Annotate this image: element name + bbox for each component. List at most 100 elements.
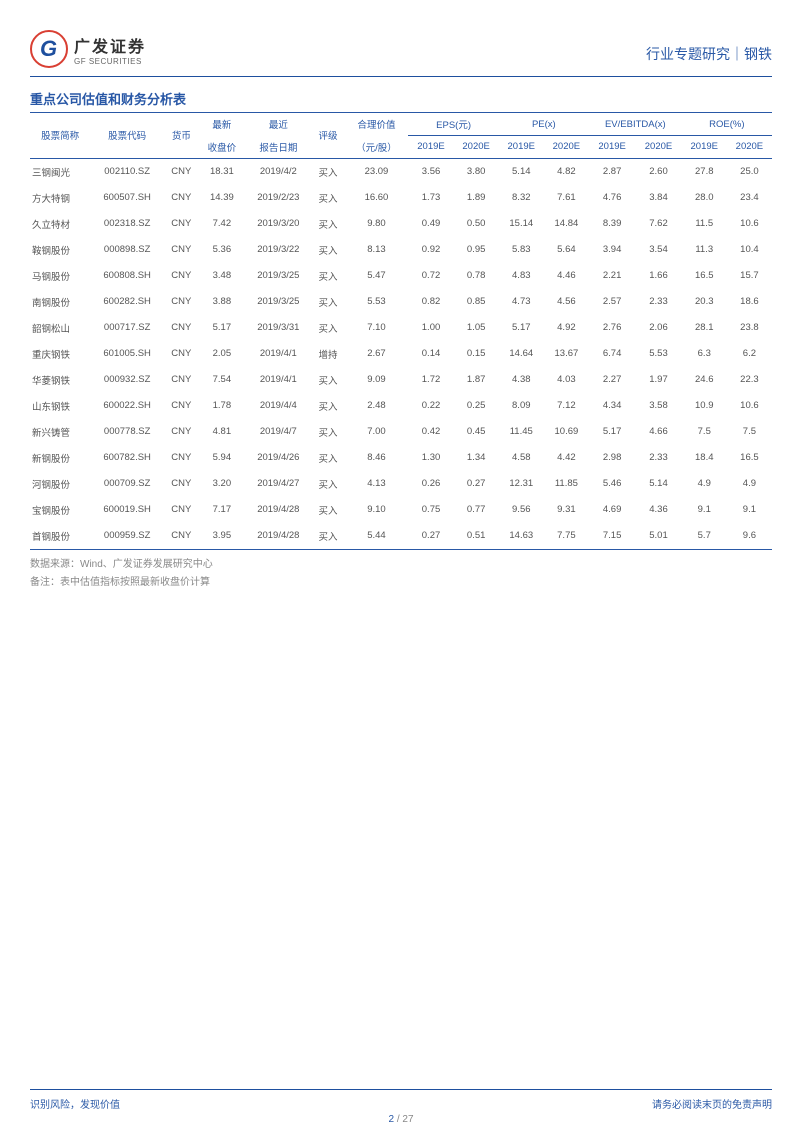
- cell-fair: 4.13: [344, 471, 408, 497]
- cell-ev1: 6.74: [589, 341, 635, 367]
- cell-fair: 7.00: [344, 419, 408, 445]
- cell-roe1: 11.3: [682, 237, 727, 263]
- cell-report: 2019/3/25: [245, 289, 311, 315]
- cell-ev1: 3.94: [589, 237, 635, 263]
- cell-name: 重庆钢铁: [30, 341, 90, 367]
- cell-roe1: 16.5: [682, 263, 727, 289]
- col-eps-y1: 2019E: [408, 136, 453, 159]
- cell-currency: CNY: [164, 367, 198, 393]
- cell-pe2: 4.56: [544, 289, 589, 315]
- cell-eps2: 0.77: [454, 497, 499, 523]
- col-eps-y2: 2020E: [454, 136, 499, 159]
- table-row: 山东钢铁600022.SHCNY1.782019/4/4买入2.480.220.…: [30, 393, 772, 419]
- cell-roe1: 24.6: [682, 367, 727, 393]
- cell-code: 600022.SH: [90, 393, 164, 419]
- cell-ev1: 2.21: [589, 263, 635, 289]
- col-ev-y1: 2019E: [589, 136, 635, 159]
- cell-currency: CNY: [164, 237, 198, 263]
- cell-roe1: 7.5: [682, 419, 727, 445]
- valuation-table: 股票简称 股票代码 货币 最新 最近 评级 合理价值 EPS(元) PE(x) …: [30, 112, 772, 550]
- col-report-top: 最近: [245, 113, 311, 136]
- cell-roe1: 18.4: [682, 445, 727, 471]
- cell-pe1: 4.83: [499, 263, 544, 289]
- cell-close: 5.17: [199, 315, 246, 341]
- cell-ev2: 3.54: [635, 237, 681, 263]
- cell-code: 600782.SH: [90, 445, 164, 471]
- cell-code: 002110.SZ: [90, 158, 164, 185]
- table-row: 宝钢股份600019.SHCNY7.172019/4/28买入9.100.750…: [30, 497, 772, 523]
- cell-rating: 买入: [311, 263, 344, 289]
- cell-pe2: 9.31: [544, 497, 589, 523]
- cell-pe1: 11.45: [499, 419, 544, 445]
- col-rating: 评级: [311, 113, 344, 159]
- page-number: 2 / 27: [0, 1114, 802, 1125]
- col-currency: 货币: [164, 113, 198, 159]
- cell-roe2: 10.4: [727, 237, 772, 263]
- cell-pe1: 5.14: [499, 158, 544, 185]
- cell-ev1: 2.98: [589, 445, 635, 471]
- page-header: G 广发证券 GF SECURITIES 行业专题研究｜钢铁: [30, 30, 772, 77]
- cell-ev2: 2.06: [635, 315, 681, 341]
- cell-ev1: 4.69: [589, 497, 635, 523]
- cell-eps2: 0.78: [454, 263, 499, 289]
- cell-fair: 8.46: [344, 445, 408, 471]
- table-row: 久立特材002318.SZCNY7.422019/3/20买入9.800.490…: [30, 211, 772, 237]
- cell-ev2: 1.66: [635, 263, 681, 289]
- cell-eps1: 1.73: [408, 185, 453, 211]
- cell-eps2: 1.05: [454, 315, 499, 341]
- logo: G 广发证券 GF SECURITIES: [30, 30, 146, 68]
- cell-code: 600282.SH: [90, 289, 164, 315]
- cell-roe2: 6.2: [727, 341, 772, 367]
- cell-eps1: 0.14: [408, 341, 453, 367]
- cell-ev2: 5.14: [635, 471, 681, 497]
- cell-rating: 买入: [311, 471, 344, 497]
- cell-currency: CNY: [164, 523, 198, 550]
- cell-pe2: 7.12: [544, 393, 589, 419]
- col-name: 股票简称: [30, 113, 90, 159]
- cell-rating: 买入: [311, 367, 344, 393]
- cell-currency: CNY: [164, 211, 198, 237]
- cell-report: 2019/3/20: [245, 211, 311, 237]
- cell-eps1: 0.82: [408, 289, 453, 315]
- cell-fair: 2.48: [344, 393, 408, 419]
- cell-pe1: 14.63: [499, 523, 544, 550]
- cell-eps2: 0.45: [454, 419, 499, 445]
- cell-pe1: 4.73: [499, 289, 544, 315]
- cell-close: 14.39: [199, 185, 246, 211]
- cell-pe1: 8.32: [499, 185, 544, 211]
- table-row: 南钢股份600282.SHCNY3.882019/3/25买入5.530.820…: [30, 289, 772, 315]
- cell-pe2: 4.46: [544, 263, 589, 289]
- cell-ev1: 5.46: [589, 471, 635, 497]
- cell-report: 2019/4/2: [245, 158, 311, 185]
- cell-eps2: 1.89: [454, 185, 499, 211]
- col-report-bot: 报告日期: [245, 136, 311, 159]
- cell-code: 000898.SZ: [90, 237, 164, 263]
- cell-eps1: 0.72: [408, 263, 453, 289]
- cell-pe1: 4.38: [499, 367, 544, 393]
- cell-close: 5.36: [199, 237, 246, 263]
- cell-close: 3.95: [199, 523, 246, 550]
- cell-eps1: 0.26: [408, 471, 453, 497]
- cell-report: 2019/4/4: [245, 393, 311, 419]
- cell-report: 2019/3/31: [245, 315, 311, 341]
- cell-roe1: 20.3: [682, 289, 727, 315]
- cell-roe2: 9.6: [727, 523, 772, 550]
- cell-fair: 2.67: [344, 341, 408, 367]
- cell-roe1: 4.9: [682, 471, 727, 497]
- cell-pe2: 4.03: [544, 367, 589, 393]
- cell-rating: 买入: [311, 445, 344, 471]
- header-category: 行业专题研究｜钢铁: [646, 30, 772, 64]
- col-ev: EV/EBITDA(x): [589, 113, 682, 136]
- cell-roe2: 18.6: [727, 289, 772, 315]
- logo-text: 广发证券 GF SECURITIES: [74, 33, 146, 66]
- cell-rating: 买入: [311, 289, 344, 315]
- cell-name: 新兴铸管: [30, 419, 90, 445]
- cell-rating: 买入: [311, 315, 344, 341]
- footer-left: 识别风险，发现价值: [30, 1096, 120, 1111]
- table-notes: 数据来源：Wind、广发证券发展研究中心 备注：表中估值指标按照最新收盘价计算: [30, 556, 772, 592]
- page-footer: 识别风险，发现价值 请务必阅读末页的免责声明: [30, 1089, 772, 1111]
- cell-pe2: 7.61: [544, 185, 589, 211]
- cell-code: 000959.SZ: [90, 523, 164, 550]
- cell-pe2: 13.67: [544, 341, 589, 367]
- cell-roe1: 11.5: [682, 211, 727, 237]
